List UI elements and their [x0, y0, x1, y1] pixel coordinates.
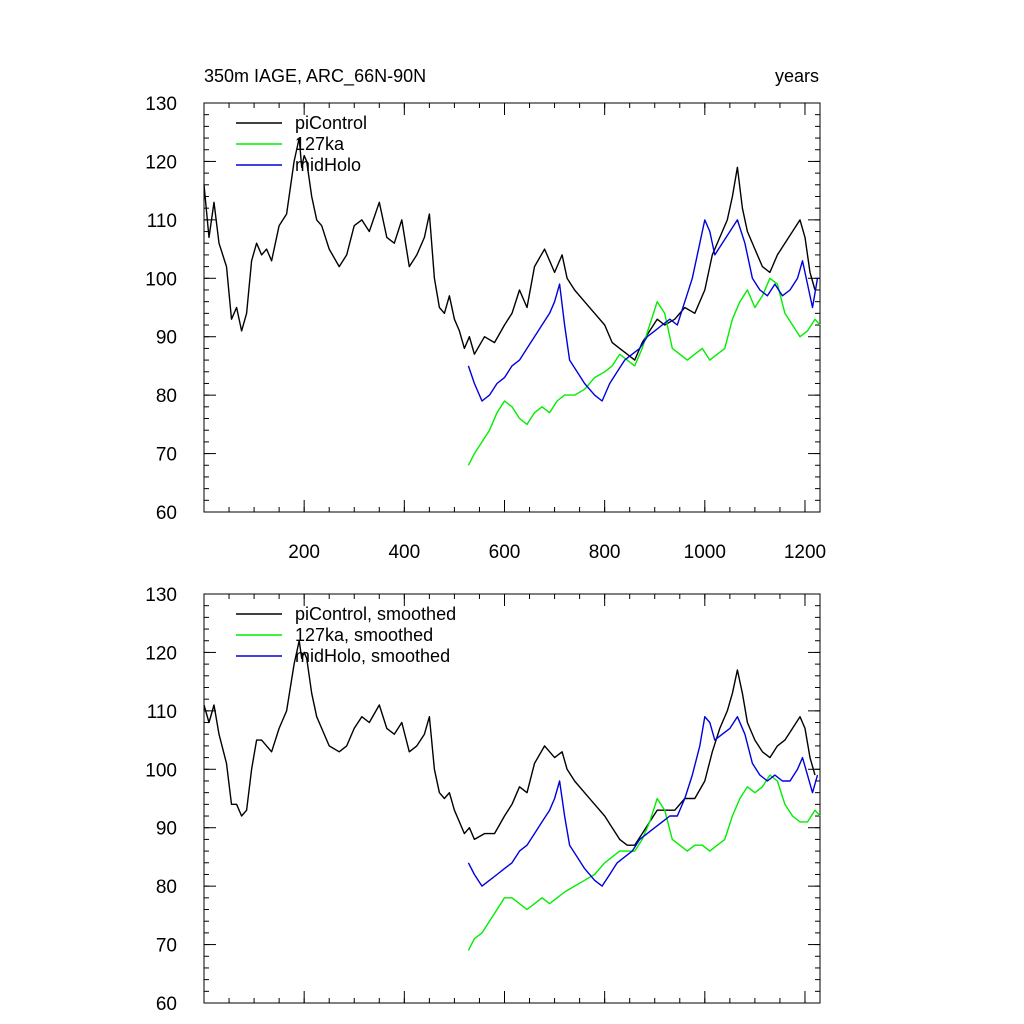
y-tick-label: 60: [156, 994, 177, 1015]
legend-label: piControl: [295, 113, 367, 133]
units-label: years: [775, 66, 819, 86]
y-tick-label: 110: [147, 702, 177, 723]
y-tick-label: 110: [147, 211, 177, 232]
y-tick-label: 100: [145, 760, 177, 781]
x-tick-label: 400: [388, 542, 420, 563]
y-tick-label: 100: [145, 269, 177, 290]
y-tick-label: 90: [156, 328, 177, 349]
legend-label: midHolo, smoothed: [295, 646, 450, 666]
panel-bottom: 60 70 80 90 100 110 120 130 piControl, smoothed1…: [145, 585, 821, 1015]
legend-label: piControl, smoothed: [295, 604, 456, 624]
series-line-0: [203, 640, 816, 846]
x-tick-label: 1000: [684, 542, 726, 563]
series-line-1: [467, 774, 821, 951]
y-tick-label: 60: [156, 503, 177, 524]
y-tick-label: 80: [156, 386, 177, 407]
legend-label: midHolo: [295, 155, 361, 175]
y-tick-label: 120: [145, 643, 177, 664]
x-tick-label: 800: [589, 542, 621, 563]
y-tick-label: 70: [156, 445, 177, 466]
panel-top: 60 70 80 90 100 110 120 130 200 400 600 800 1000 1200…: [145, 94, 826, 563]
x-tick-label: 1200: [784, 542, 826, 563]
series-line-2: [467, 219, 819, 402]
series-line-1: [467, 277, 821, 466]
y-tick-label: 70: [156, 936, 177, 957]
series-line-2: [467, 716, 819, 887]
legend-label: 127ka: [295, 134, 345, 154]
legend-label: 127ka, smoothed: [295, 625, 433, 645]
y-tick-label: 80: [156, 877, 177, 898]
x-tick-label: 600: [489, 542, 521, 563]
x-tick-label: 200: [288, 542, 320, 563]
series-line-0: [203, 137, 816, 361]
y-tick-label: 130: [145, 94, 177, 115]
y-tick-label: 130: [145, 585, 177, 606]
y-tick-label: 90: [156, 819, 177, 840]
chart-title: 350m IAGE, ARC_66N-90N: [204, 66, 426, 87]
plot-frame: [203, 593, 821, 1004]
y-tick-label: 120: [145, 152, 177, 173]
plot-frame: [203, 102, 821, 513]
